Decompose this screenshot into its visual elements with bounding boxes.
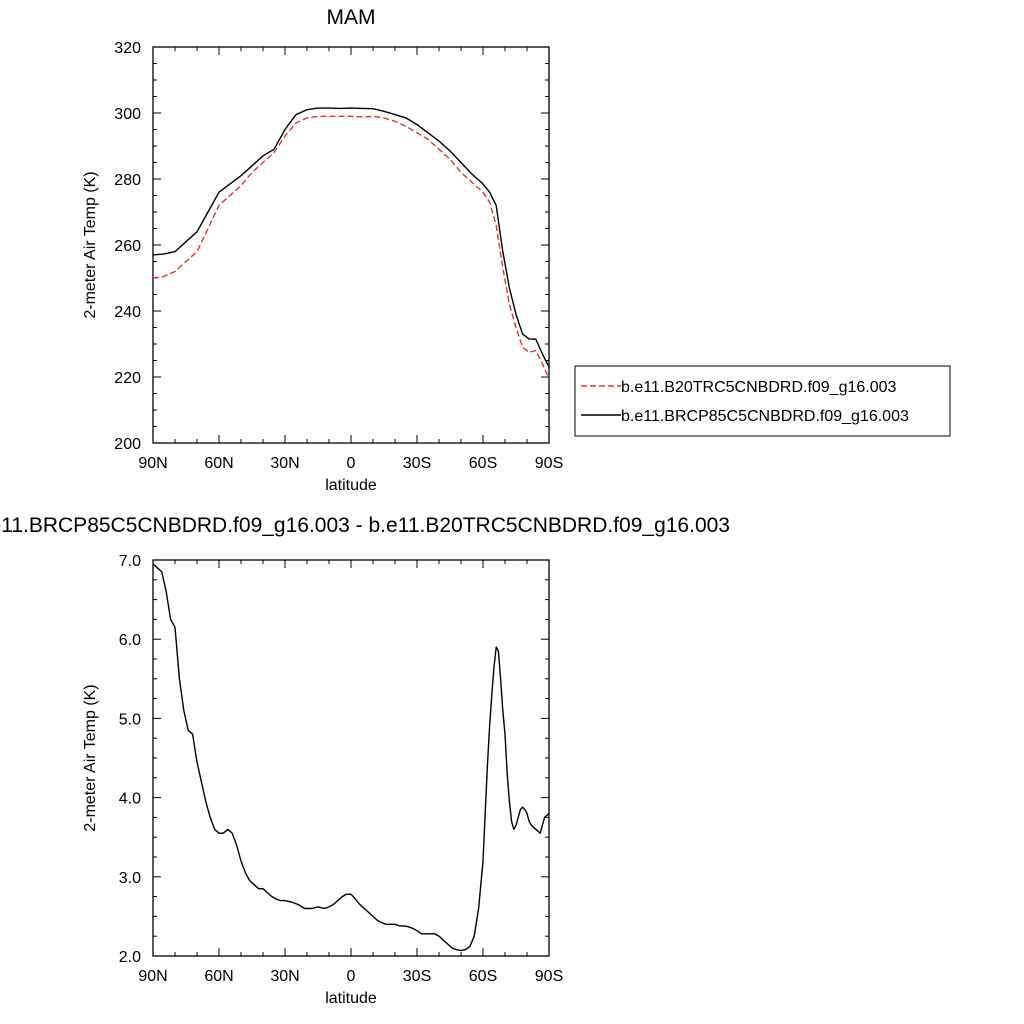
- plot-frame: [152, 559, 550, 957]
- series-line-0: [152, 115, 550, 379]
- chart-title: MAM: [327, 6, 376, 29]
- x-tick-label: 30N: [270, 455, 299, 472]
- y-tick-label: 6.0: [119, 632, 141, 649]
- y-tick-label: 3.0: [119, 870, 141, 887]
- y-axis-label: 2-meter Air Temp (K): [82, 171, 99, 318]
- legend: b.e11.B20TRC5CNBDRD.f09_g16.003 b.e11.BRC…: [574, 365, 951, 437]
- plot-frame: [152, 46, 550, 444]
- y-tick-label: 200: [114, 436, 141, 453]
- x-tick-label: 90N: [138, 968, 167, 985]
- series-line-0: [152, 563, 550, 952]
- y-axis-label: 2-meter Air Temp (K): [82, 684, 99, 831]
- x-axis-label: latitude: [325, 990, 377, 1007]
- x-tick-label: 90N: [138, 455, 167, 472]
- x-tick-label: 90S: [535, 455, 563, 472]
- chart-temperature-difference: b.e11.BRCP85C5CNBDRD.f09_g16.003 - b.e11…: [0, 514, 730, 1007]
- y-tick-label: 2.0: [119, 949, 141, 966]
- x-tick-label: 30S: [403, 968, 431, 985]
- x-tick-label: 60N: [204, 968, 233, 985]
- y-tick-label: 220: [114, 370, 141, 387]
- x-tick-label: 60S: [469, 455, 497, 472]
- x-tick-label: 60S: [469, 968, 497, 985]
- x-axis-label: latitude: [325, 477, 377, 494]
- y-tick-label: 7.0: [119, 553, 141, 570]
- y-tick-label: 320: [114, 40, 141, 57]
- y-tick-label: 240: [114, 304, 141, 321]
- legend-box: [574, 365, 951, 437]
- chart-zonal-mean-temperature: MAM 90N 60N 30N 0 30S 60S 90S 200 220 240 260 280 300…: [82, 6, 951, 494]
- series-line-1: [152, 107, 550, 368]
- legend-entry-1: b.e11.BRCP85C5CNBDRD.f09_g16.003: [621, 408, 909, 425]
- x-tick-label: 30N: [270, 968, 299, 985]
- y-tick-label: 4.0: [119, 791, 141, 808]
- y-tick-label: 5.0: [119, 711, 141, 728]
- y-tick-label: 260: [114, 238, 141, 255]
- x-tick-label: 0: [347, 455, 356, 472]
- x-tick-label: 90S: [535, 968, 563, 985]
- x-tick-label: 0: [347, 968, 356, 985]
- chart-title: b.e11.BRCP85C5CNBDRD.f09_g16.003 - b.e11…: [0, 514, 730, 537]
- x-tick-label: 30S: [403, 455, 431, 472]
- y-tick-label: 280: [114, 172, 141, 189]
- y-tick-label: 300: [114, 106, 141, 123]
- x-tick-label: 60N: [204, 455, 233, 472]
- legend-entry-0: b.e11.B20TRC5CNBDRD.f09_g16.003: [621, 379, 897, 396]
